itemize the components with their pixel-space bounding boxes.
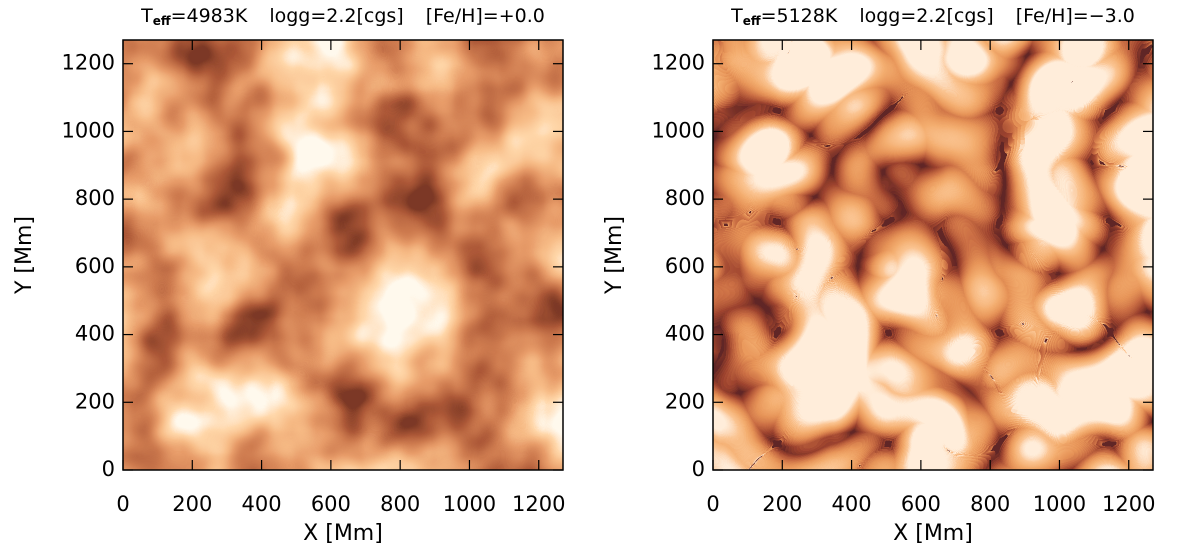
plot-frame (122, 39, 564, 471)
y-tick-label: 1000 (652, 118, 705, 142)
title-symbol: T (140, 5, 153, 27)
intensity-image (123, 40, 563, 470)
panels: Teff=4983K logg=2.2[cgs] [Fe/H]=+0.00 200 40… (12, 5, 1155, 547)
title-metallicity: [Fe/H]=+0.0 (426, 5, 545, 27)
x-tick-label: 1000 (443, 492, 496, 516)
y-tick-label: 1200 (652, 51, 705, 75)
y-tick-label: 800 (665, 186, 705, 210)
x-tick-label: 0 (706, 492, 719, 516)
y-tick-label: 1200 (62, 51, 115, 75)
y-tick-label: 800 (75, 186, 115, 210)
chart-title: Teff=4983K logg=2.2[cgs] [Fe/H]=+0.0 (140, 5, 545, 28)
y-tick-label: 400 (665, 322, 705, 346)
x-tick-label: 600 (311, 492, 351, 516)
x-tick-label: 400 (242, 492, 282, 516)
y-tick-label: 600 (665, 254, 705, 278)
title-temperature: =4983K (171, 5, 248, 27)
x-axis-label: X [Mm] (893, 521, 973, 546)
x-tick-label: 1200 (512, 492, 565, 516)
x-tick-label: 400 (832, 492, 872, 516)
x-tick-label: 0 (116, 492, 129, 516)
y-tick-label: 200 (665, 389, 705, 413)
y-tick-label: 1000 (62, 118, 115, 142)
x-tick-label: 800 (380, 492, 420, 516)
y-tick-label: 0 (102, 457, 115, 481)
chart-title: Teff=5128K logg=2.2[cgs] [Fe/H]=−3.0 (730, 5, 1135, 28)
title-metallicity: [Fe/H]=−3.0 (1016, 5, 1135, 27)
title-gravity: logg=2.2[cgs] (269, 5, 403, 27)
x-tick-label: 1000 (1033, 492, 1086, 516)
y-tick-label: 400 (75, 322, 115, 346)
title-gravity: logg=2.2[cgs] (859, 5, 993, 27)
x-tick-label: 1200 (1102, 492, 1155, 516)
title-subscript: eff (153, 14, 171, 28)
plot-frame (712, 39, 1154, 471)
y-tick-label: 0 (692, 457, 705, 481)
title-symbol: T (730, 5, 743, 27)
x-tick-label: 600 (901, 492, 941, 516)
panel: Teff=4983K logg=2.2[cgs] [Fe/H]=+0.0 0 200 40… (12, 5, 565, 547)
x-axis-label: X [Mm] (303, 521, 383, 546)
panel: Teff=5128K logg=2.2[cgs] [Fe/H]=−3.0 0 200 40… (602, 5, 1155, 547)
y-tick-label: 600 (75, 254, 115, 278)
x-tick-label: 800 (970, 492, 1010, 516)
x-tick-label: 200 (762, 492, 802, 516)
intensity-image (713, 40, 1153, 470)
y-axis-label: Y [Mm] (12, 216, 37, 295)
y-tick-label: 200 (75, 389, 115, 413)
y-axis-label: Y [Mm] (602, 216, 627, 295)
x-tick-label: 200 (172, 492, 212, 516)
title-subscript: eff (743, 14, 761, 28)
title-temperature: =5128K (761, 5, 838, 27)
